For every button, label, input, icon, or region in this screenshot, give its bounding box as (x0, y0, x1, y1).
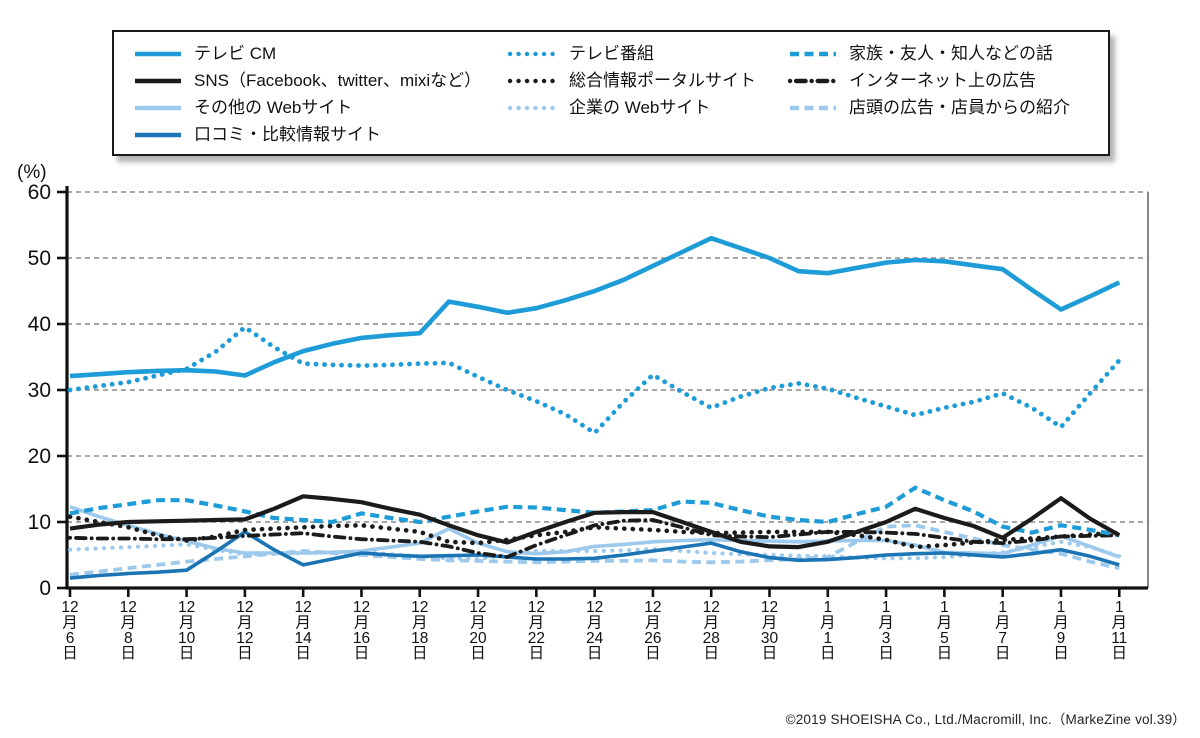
series-portal (67, 514, 1122, 550)
x-tick-label-9: 12 月 24 日 (586, 599, 604, 662)
y-tick-label-20: 20 (28, 445, 51, 468)
legend: テレビ CM テレビ番組 家族・友人・知人などの話 SNS（Facebook、twit… (112, 30, 1110, 156)
series-corp_web (67, 539, 1122, 562)
series-tv_program (67, 324, 1122, 436)
legend-swatch-tv_program (507, 51, 559, 56)
legend-item-tv_cm: テレビ CM (132, 40, 507, 67)
legend-label: 店頭の広告・店員からの紹介 (849, 98, 1070, 117)
y-tick-label-60: 60 (28, 181, 51, 204)
legend-label: テレビ番組 (569, 44, 654, 63)
x-tick-label-0: 12 月 6 日 (61, 599, 78, 662)
series-tv_cm (69, 235, 1121, 379)
legend-item-store: 店頭の広告・店員からの紹介 (787, 94, 1108, 121)
legend-label: その他の Webサイト (194, 98, 353, 117)
x-tick-label-5: 12 月 16 日 (353, 599, 370, 662)
legend-item-tv_program: テレビ番組 (507, 40, 787, 67)
legend-label: 総合情報ポータルサイト (569, 71, 756, 90)
x-tick-label-2: 12 月 10 日 (178, 599, 196, 662)
legend-item-net_ad: インターネット上の広告 (787, 67, 1108, 94)
legend-swatch-portal (507, 78, 559, 83)
series-store (69, 523, 1120, 577)
x-tick-label-1: 12 月 8 日 (120, 599, 137, 662)
legend-item-sns: SNS（Facebook、twitter、mixiなど） (132, 67, 507, 94)
legend-swatch-net_ad (787, 78, 839, 83)
x-tick-label-10: 12 月 26 日 (644, 599, 661, 662)
y-tick-label-10: 10 (28, 511, 51, 534)
x-tick-label-18: 1 月 11 日 (1111, 599, 1127, 662)
legend-swatch-family (790, 51, 836, 56)
legend-swatch-corp_web (507, 105, 559, 110)
legend-label: インターネット上の広告 (849, 71, 1036, 90)
legend-item-corp_web: 企業の Webサイト (507, 94, 787, 121)
copyright-text: ©2019 SHOEISHA Co., Ltd./Macromill, Inc.… (785, 712, 1186, 727)
legend-swatch-sns (135, 78, 181, 83)
legend-swatch-other_web (135, 105, 181, 110)
x-tick-label-3: 12 月 12 日 (236, 599, 253, 662)
legend-item-family: 家族・友人・知人などの話 (787, 40, 1108, 67)
x-tick-label-12: 12 月 30 日 (761, 599, 779, 662)
legend-swatch-store (790, 105, 836, 110)
legend-label: 企業の Webサイト (569, 98, 711, 117)
legend-item-portal: 総合情報ポータルサイト (507, 67, 787, 94)
y-tick-label-40: 40 (28, 313, 51, 336)
x-tick-label-4: 12 月 14 日 (295, 599, 313, 662)
legend-item-kuchikomi: 口コミ・比較情報サイト (132, 121, 507, 148)
legend-swatch-kuchikomi (135, 132, 181, 137)
y-tick-label-50: 50 (28, 247, 51, 270)
legend-swatch-tv_cm (135, 51, 181, 56)
y-tick-label-30: 30 (28, 379, 51, 402)
x-tick-label-11: 12 月 28 日 (703, 599, 720, 662)
legend-label: SNS（Facebook、twitter、mixiなど） (194, 71, 482, 90)
series-net_ad (68, 518, 1122, 559)
x-tick-label-8: 12 月 22 日 (528, 599, 545, 662)
x-tick-label-6: 12 月 18 日 (411, 599, 428, 662)
y-tick-label-0: 0 (39, 577, 51, 600)
legend-label: 家族・友人・知人などの話 (849, 44, 1053, 63)
series-sns (69, 494, 1121, 550)
legend-item-other_web: その他の Webサイト (132, 94, 507, 121)
legend-label: 口コミ・比較情報サイト (194, 125, 381, 144)
y-axis-unit-label: (%) (17, 162, 47, 183)
legend-label: テレビ CM (194, 44, 277, 63)
x-tick-label-7: 12 月 20 日 (469, 599, 487, 662)
